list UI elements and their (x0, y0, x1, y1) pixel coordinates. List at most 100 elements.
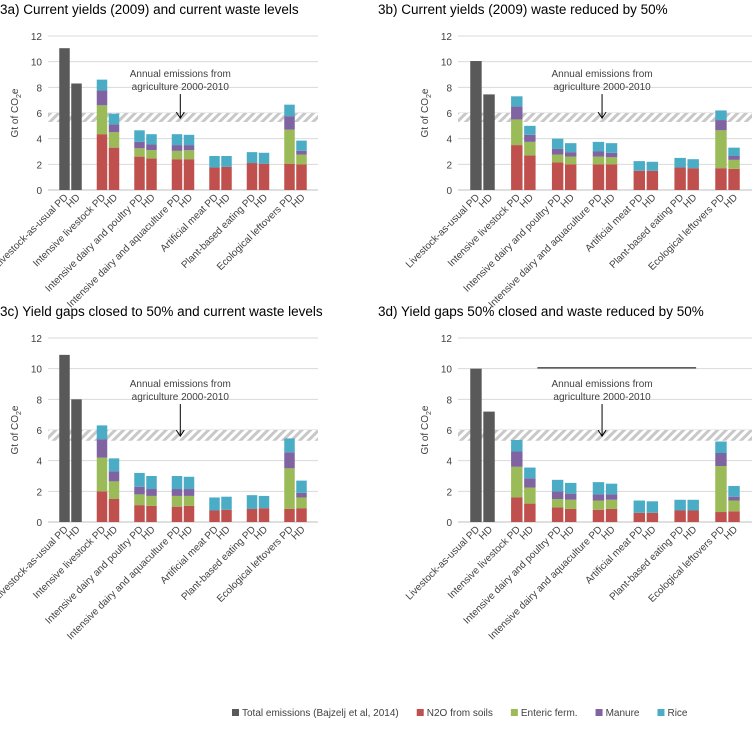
bar-n2o (605, 164, 618, 190)
y-axis-title-part: e (420, 405, 431, 411)
bar-enteric (171, 495, 183, 507)
x-tick-label: HD (290, 524, 308, 542)
bar-n2o (646, 512, 659, 522)
bar-n2o (511, 497, 523, 522)
bar-enteric (108, 132, 120, 148)
x-tick-label: HD (102, 192, 120, 210)
panel-b: 3b) Current yields (2009) waste reduced … (378, 2, 752, 310)
bar-rice (592, 141, 605, 152)
bar-enteric (592, 156, 605, 165)
y-tick-label: 0 (36, 518, 42, 529)
bar-n2o (96, 134, 108, 190)
x-tick-label: HD (290, 192, 308, 210)
y-tick-label: 10 (31, 58, 43, 69)
bar-rice (96, 425, 108, 440)
bar-manure (296, 150, 307, 155)
bar-n2o (687, 168, 699, 190)
reference-band (458, 113, 752, 122)
bar-n2o (687, 510, 699, 522)
bar-rice (258, 495, 270, 509)
y-tick-label: 10 (31, 365, 43, 376)
panel-title: 3a) Current yields (2009) and current wa… (0, 2, 299, 17)
bar-n2o (221, 509, 232, 522)
bar-rice (296, 140, 307, 151)
bar-n2o (171, 506, 183, 522)
y-tick-label: 2 (36, 160, 42, 171)
bar-n2o (715, 168, 727, 190)
bar-rice (633, 500, 646, 513)
annotation-line2: agriculture 2000-2010 (553, 392, 651, 403)
bar-enteric (728, 500, 740, 512)
bar-rice (687, 499, 699, 511)
bar-rice (511, 96, 523, 107)
bar-enteric (134, 494, 145, 506)
bar-rice (674, 157, 686, 168)
bar-enteric (715, 466, 727, 513)
bar-total (470, 368, 482, 522)
bar-manure (171, 145, 183, 151)
bar-manure (715, 453, 727, 467)
bar-n2o (209, 167, 220, 190)
y-tick-label: 6 (446, 109, 452, 120)
y-tick-label: 8 (446, 83, 452, 94)
bar-manure (524, 478, 536, 488)
y-axis-title-part: Gt of CO (10, 98, 21, 138)
bar-n2o (524, 155, 536, 190)
bar-enteric (524, 141, 536, 156)
x-tick-label: HD (177, 524, 195, 542)
bar-n2o (134, 505, 145, 522)
y-tick-label: 12 (441, 334, 453, 345)
bar-manure (551, 148, 564, 155)
y-tick-label: 6 (36, 426, 42, 437)
bar-rice (564, 482, 577, 494)
legend-swatch-total (232, 709, 239, 716)
bar-enteric (605, 499, 618, 509)
y-tick-label: 12 (441, 32, 453, 43)
bar-manure (171, 489, 183, 496)
y-axis-title: Gt of CO2e (420, 405, 433, 454)
y-axis-title-sub: 2 (16, 411, 23, 415)
bar-rice (108, 113, 120, 125)
bar-rice (171, 476, 183, 490)
bar-n2o (551, 162, 564, 190)
bar-manure (296, 492, 307, 498)
y-tick-label: 8 (36, 83, 42, 94)
bar-n2o (296, 508, 307, 522)
x-tick-label: HD (518, 192, 536, 210)
bar-enteric (524, 487, 536, 504)
legend-label-enteric: Enteric ferm. (521, 708, 578, 719)
bar-rice (605, 483, 618, 495)
bar-n2o (183, 159, 195, 190)
bar-n2o (511, 145, 523, 190)
bar-n2o (258, 163, 270, 190)
y-axis-title-sub: 2 (426, 94, 433, 98)
y-tick-label: 8 (446, 395, 452, 406)
legend-swatch-enteric (510, 709, 518, 716)
bar-rice (134, 472, 145, 487)
bar-manure (108, 124, 120, 133)
y-tick-label: 2 (446, 160, 452, 171)
annotation-line2: agriculture 2000-2010 (553, 82, 651, 93)
bar-manure (511, 106, 523, 120)
bar-enteric (171, 150, 183, 160)
arrow-head-icon (175, 429, 185, 438)
bar-enteric (564, 156, 577, 165)
bar-n2o (108, 147, 120, 190)
x-tick-label: HD (722, 192, 740, 210)
y-tick-label: 0 (446, 186, 452, 197)
bar-rice (96, 79, 108, 91)
bar-total (483, 94, 495, 190)
x-tick-label: HD (518, 524, 536, 542)
bar-rice (146, 476, 157, 490)
bar-manure (511, 451, 523, 467)
y-tick-label: 8 (36, 395, 42, 406)
panel-title: 3d) Yield gaps 50% closed and waste redu… (378, 304, 704, 319)
bar-rice (524, 467, 536, 479)
bar-enteric (284, 468, 295, 509)
bar-enteric (728, 159, 740, 169)
bar-rice (209, 497, 220, 511)
bar-rice (524, 125, 536, 135)
bar-enteric (134, 148, 145, 157)
legend-label-rice: Rice (667, 708, 687, 719)
bar-enteric (511, 466, 523, 498)
